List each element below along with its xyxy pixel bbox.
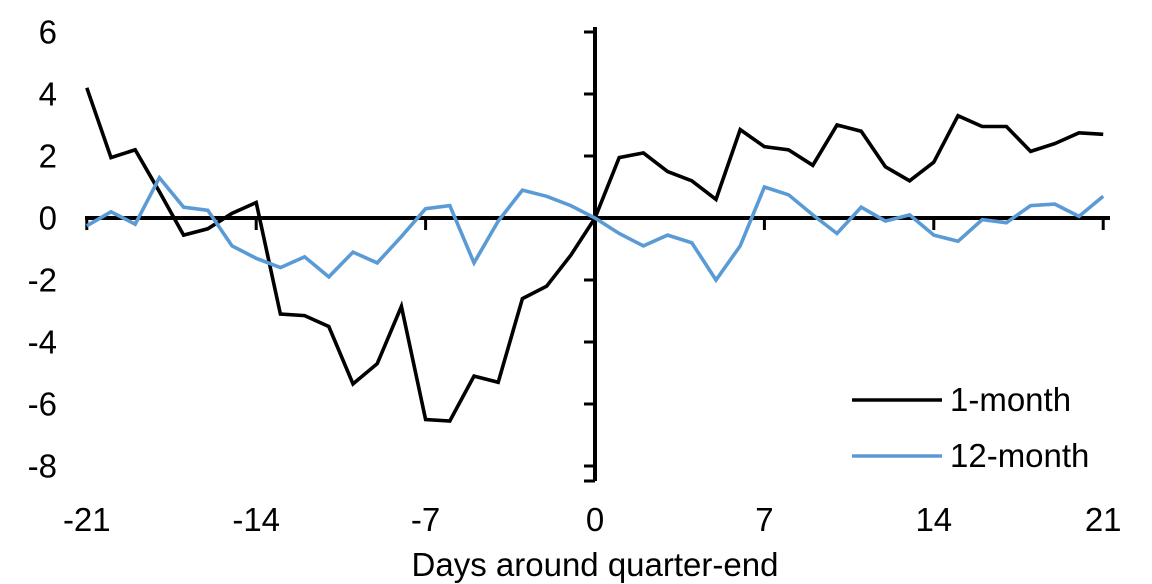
x-tick-label: 21 bbox=[1085, 501, 1122, 538]
y-tick-label: -6 bbox=[28, 386, 57, 423]
y-tick-label: -2 bbox=[28, 262, 57, 299]
x-tick-label: 14 bbox=[915, 501, 952, 538]
series-line-12-month bbox=[85, 174, 1105, 284]
x-tick-label: -7 bbox=[411, 501, 440, 538]
y-tick-label: 2 bbox=[39, 138, 57, 175]
y-tick-label: -8 bbox=[28, 448, 57, 485]
y-tick-label: 6 bbox=[39, 14, 57, 51]
x-tick-label: 0 bbox=[586, 501, 604, 538]
x-tick-label: -21 bbox=[63, 501, 111, 538]
y-tick-label: 4 bbox=[39, 76, 57, 113]
y-tick-label: -4 bbox=[28, 324, 57, 361]
x-axis-title: Days around quarter-end bbox=[412, 546, 779, 583]
x-tick-label: -14 bbox=[232, 501, 280, 538]
y-tick-label: 0 bbox=[39, 200, 57, 237]
legend-label: 1-month bbox=[950, 381, 1071, 418]
legend-label: 12-month bbox=[950, 437, 1089, 474]
x-tick-label: 7 bbox=[755, 501, 773, 538]
